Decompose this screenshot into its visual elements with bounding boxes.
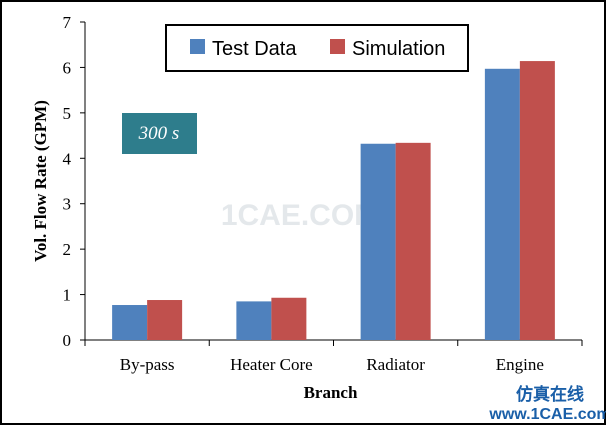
bar-simulation-heater-core: [271, 297, 307, 340]
bar-test-data-engine: [484, 68, 520, 340]
y-axis-title: Vol. Flow Rate (GPM): [31, 100, 50, 262]
watermark-text: 1CAE.COM: [221, 199, 379, 232]
legend-label-test-data: Test Data: [212, 38, 297, 60]
legend-swatch-simulation: [330, 39, 345, 54]
bar-group: [112, 61, 555, 340]
annotation-box: [122, 113, 197, 154]
y-tick-label: 5: [63, 104, 72, 123]
legend-swatch-test-data: [190, 39, 205, 54]
x-axis-title: Branch: [304, 383, 358, 402]
bar-simulation-by-pass: [147, 300, 183, 340]
bar-simulation-radiator: [395, 142, 431, 340]
y-tick-label: 3: [63, 195, 72, 214]
y-tick-label: 1: [63, 286, 72, 305]
branding-url: www.1CAE.com: [488, 406, 606, 423]
y-axis-ticks: 0 1 2 3 4 5 6 7: [63, 13, 85, 350]
time-annotation: 300 s: [122, 113, 197, 154]
category-label: Radiator: [366, 355, 425, 374]
x-axis-ticks: [84, 340, 583, 346]
category-label: By-pass: [120, 355, 175, 374]
y-tick-label: 6: [63, 58, 72, 77]
y-tick-label: 0: [63, 331, 72, 350]
legend: Test Data Simulation: [165, 24, 469, 72]
branding: 仿真在线 www.1CAE.com: [488, 384, 606, 423]
branding-text: 仿真在线: [516, 384, 584, 405]
y-tick-label: 4: [63, 149, 72, 168]
legend-label-simulation: Simulation: [352, 38, 445, 60]
y-tick-label: 2: [63, 240, 72, 259]
bar-simulation-engine: [519, 61, 555, 340]
bar-test-data-radiator: [360, 143, 396, 340]
annotation-text: 300 s: [138, 123, 180, 144]
y-tick-label: 7: [63, 13, 72, 32]
legend-box: [165, 24, 469, 72]
category-label: Heater Core: [230, 355, 313, 374]
bar-test-data-by-pass: [112, 305, 148, 340]
category-label: Engine: [496, 355, 544, 374]
bar-test-data-heater-core: [236, 301, 272, 340]
category-labels: By-pass Heater Core Radiator Engine: [120, 355, 544, 374]
